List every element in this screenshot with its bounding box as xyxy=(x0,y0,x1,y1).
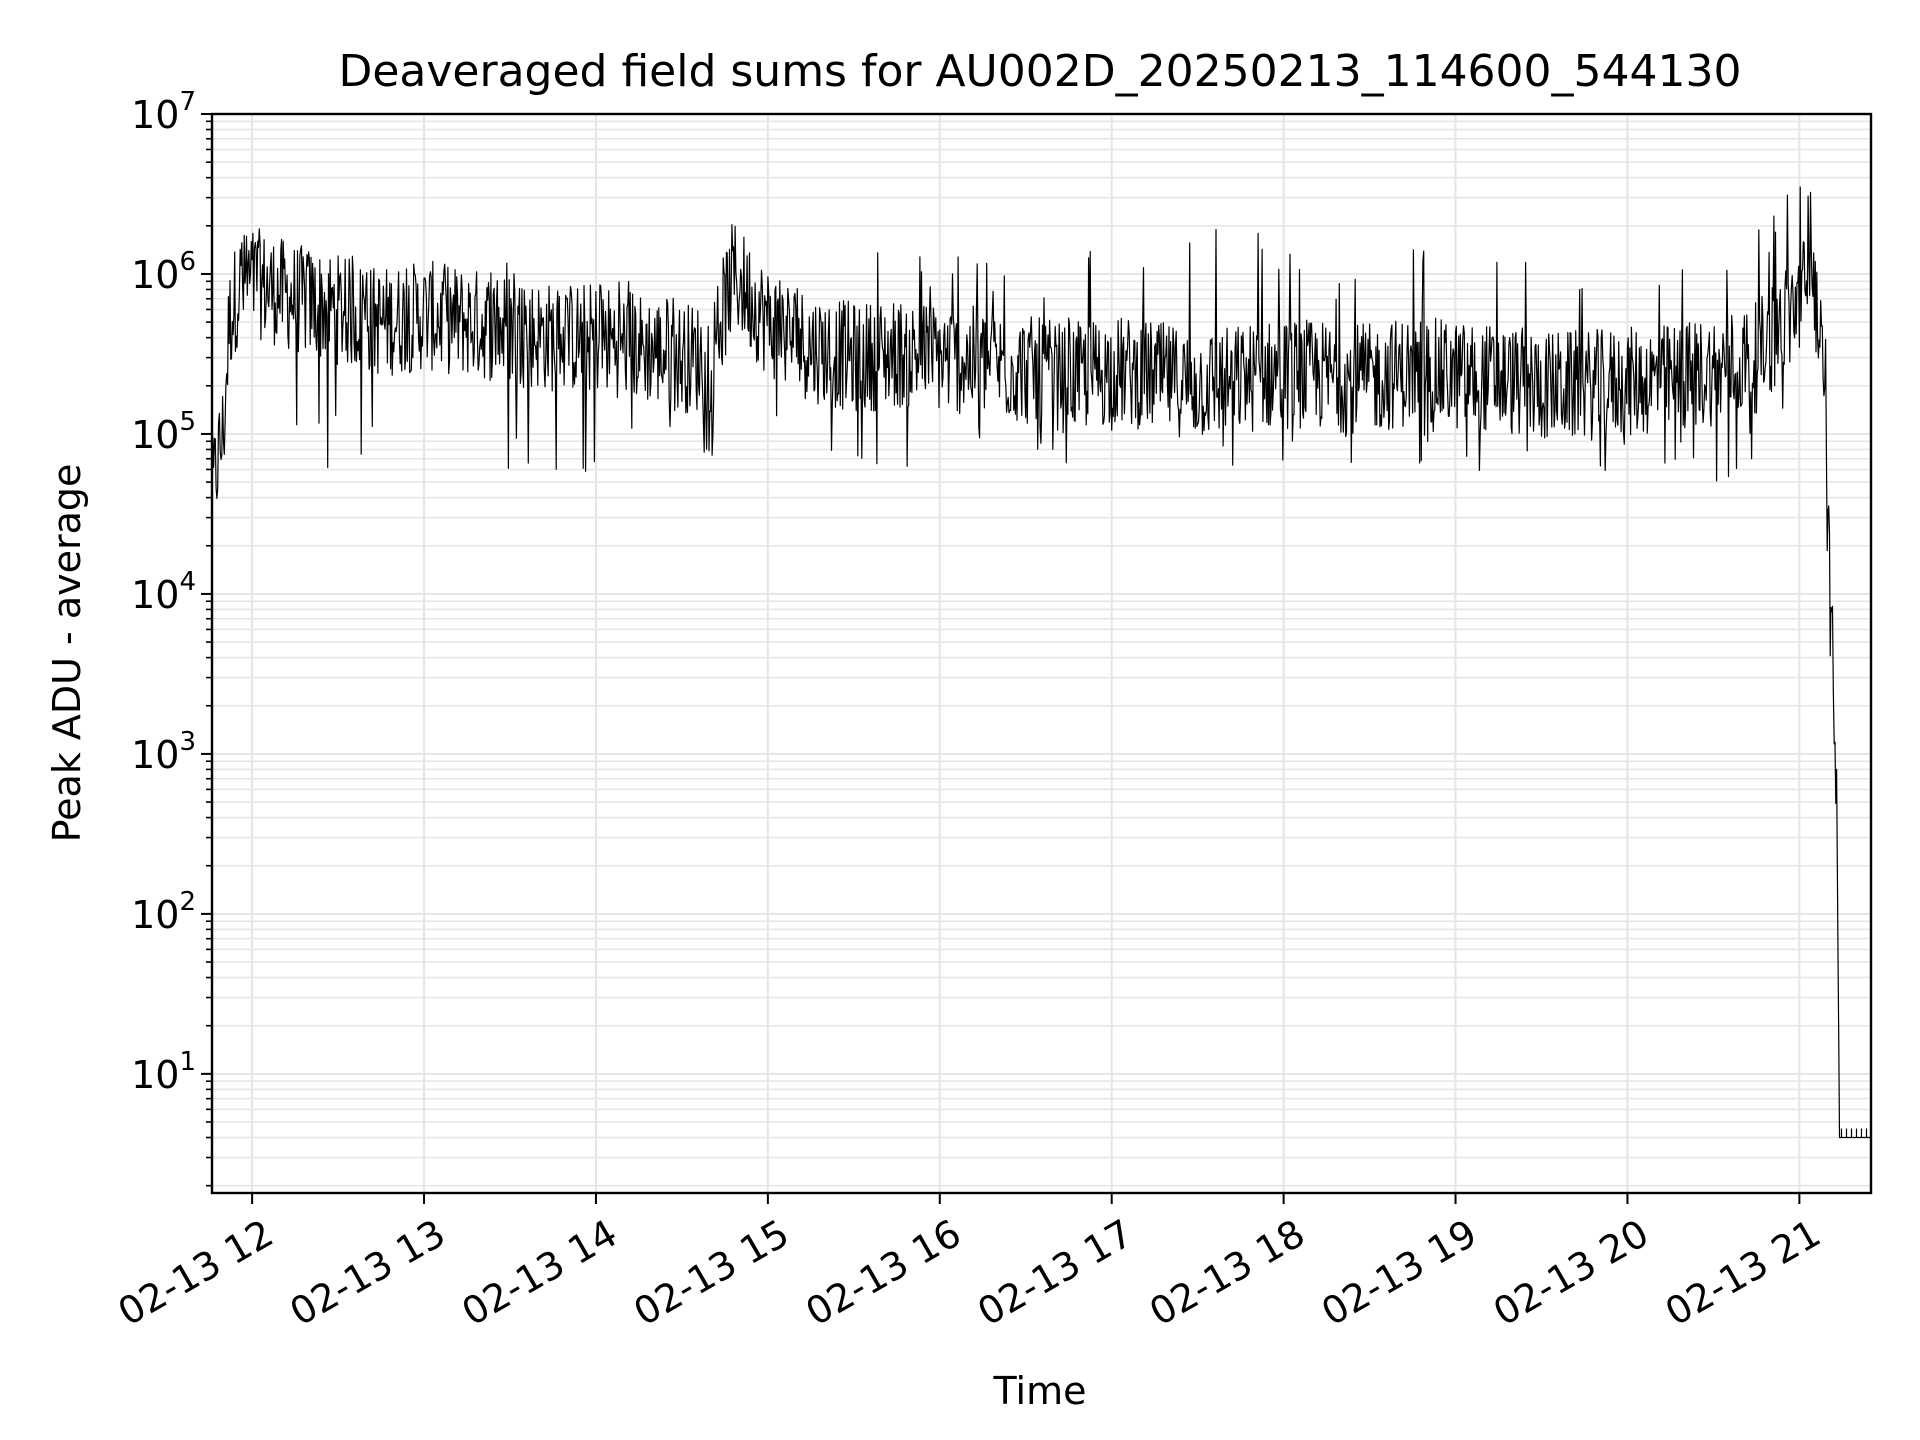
x-tick-label: 02-13 21 xyxy=(1658,1211,1828,1335)
y-tick-label: 104 xyxy=(131,567,196,617)
x-tick-label: 02-13 13 xyxy=(283,1211,453,1335)
x-tick-label: 02-13 20 xyxy=(1486,1211,1656,1335)
chart-title: Deaveraged field sums for AU002D_2025021… xyxy=(338,46,1741,97)
x-tick-label: 02-13 16 xyxy=(798,1211,968,1335)
y-tick-label: 106 xyxy=(131,247,196,297)
x-tick-label: 02-13 15 xyxy=(626,1211,796,1335)
x-tick-label: 02-13 18 xyxy=(1142,1211,1312,1335)
x-axis-ticks: 02-13 12 02-13 13 02-13 14 02-13 15 02-13 16… xyxy=(111,1193,1828,1334)
x-axis-label: Time xyxy=(993,1369,1087,1413)
y-tick-label: 101 xyxy=(131,1047,196,1097)
y-axis-label: Peak ADU - average xyxy=(45,464,89,843)
series-line xyxy=(211,186,1871,1139)
y-axis-ticks: 101 102 103 104 105 106 107 xyxy=(131,87,212,1187)
y-tick-label: 102 xyxy=(131,887,196,937)
y-tick-label: 103 xyxy=(131,727,196,777)
x-tick-label: 02-13 12 xyxy=(111,1211,281,1335)
y-tick-label: 107 xyxy=(131,87,196,137)
grid-layer xyxy=(212,113,1871,1193)
x-tick-label: 02-13 14 xyxy=(454,1211,624,1335)
x-tick-label: 02-13 17 xyxy=(970,1211,1140,1335)
data-line-layer xyxy=(211,186,1871,1139)
x-tick-label: 02-13 19 xyxy=(1314,1211,1484,1335)
plot-frame xyxy=(210,112,1873,1195)
y-tick-label: 105 xyxy=(131,407,196,457)
